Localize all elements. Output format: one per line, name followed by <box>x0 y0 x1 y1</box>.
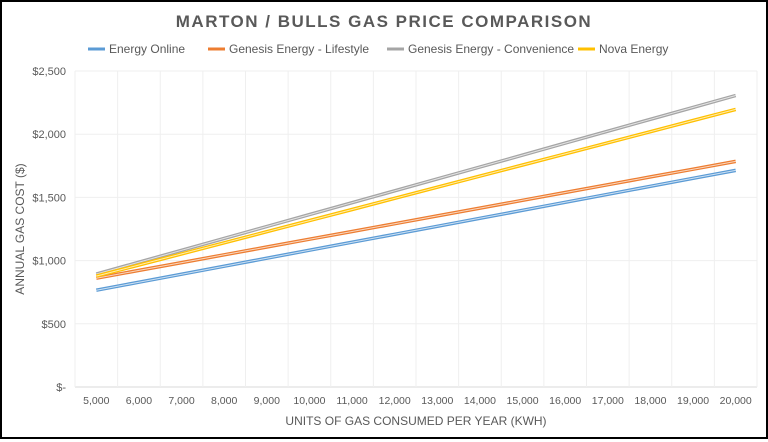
x-tick-label: 11,000 <box>336 395 367 407</box>
x-tick-label: 18,000 <box>634 395 666 407</box>
legend-item: Genesis Energy - Convenience <box>387 42 574 56</box>
x-tick-label: 13,000 <box>421 395 453 407</box>
x-tick-label: 17,000 <box>592 395 624 407</box>
x-tick-label: 10,000 <box>293 395 325 407</box>
x-tick-label: 8,000 <box>211 395 237 407</box>
legend-label: Genesis Energy - Lifestyle <box>229 42 369 56</box>
y-tick-label: $2,500 <box>32 66 66 78</box>
series-line-highlight-0 <box>96 169 736 291</box>
x-tick-label: 14,000 <box>464 395 496 407</box>
y-tick-label: $2,000 <box>32 129 66 141</box>
legend-item: Genesis Energy - Lifestyle <box>208 42 369 56</box>
y-tick-label: $1,000 <box>32 256 66 268</box>
x-tick-label: 15,000 <box>507 395 539 407</box>
series-line-highlight-3 <box>96 108 736 277</box>
x-tick-label: 9,000 <box>254 395 280 407</box>
y-tick-label: $1,500 <box>32 192 66 204</box>
series-line-highlight-2 <box>96 95 736 275</box>
x-tick-label: 6,000 <box>126 395 152 407</box>
legend: Energy Online Genesis Energy - Lifestyle G… <box>88 42 668 56</box>
x-tick-label: 16,000 <box>549 395 581 407</box>
x-tick-label: 19,000 <box>677 395 709 407</box>
legend-label: Nova Energy <box>599 42 668 56</box>
legend-item: Energy Online <box>88 42 185 56</box>
legend-item: Nova Energy <box>578 42 668 56</box>
x-tick-label: 20,000 <box>720 395 752 407</box>
x-axis-ticks: 5,000 6,000 7,000 8,000 9,000 10,000 11,000 12,… <box>83 395 752 407</box>
y-tick-label: $500 <box>42 319 66 331</box>
chart-title: MARTON / BULLS GAS PRICE COMPARISON <box>176 12 592 31</box>
y-axis-ticks: $- $500 $1,000 $1,500 $2,000 $2,500 <box>32 66 66 394</box>
legend-label: Genesis Energy - Convenience <box>408 42 574 56</box>
y-axis-label: ANNUAL GAS COST ($) <box>13 163 27 294</box>
line-chart: MARTON / BULLS GAS PRICE COMPARISON Ener… <box>13 12 758 428</box>
x-tick-label: 5,000 <box>83 395 109 407</box>
series-line-highlight-1 <box>96 160 736 279</box>
y-tick-label: $- <box>56 382 66 394</box>
x-tick-label: 7,000 <box>168 395 194 407</box>
legend-label: Energy Online <box>109 42 185 56</box>
x-tick-label: 12,000 <box>379 395 411 407</box>
x-axis-label: UNITS OF GAS CONSUMED PER YEAR (KWH) <box>285 414 546 428</box>
series-lines <box>95 93 737 292</box>
